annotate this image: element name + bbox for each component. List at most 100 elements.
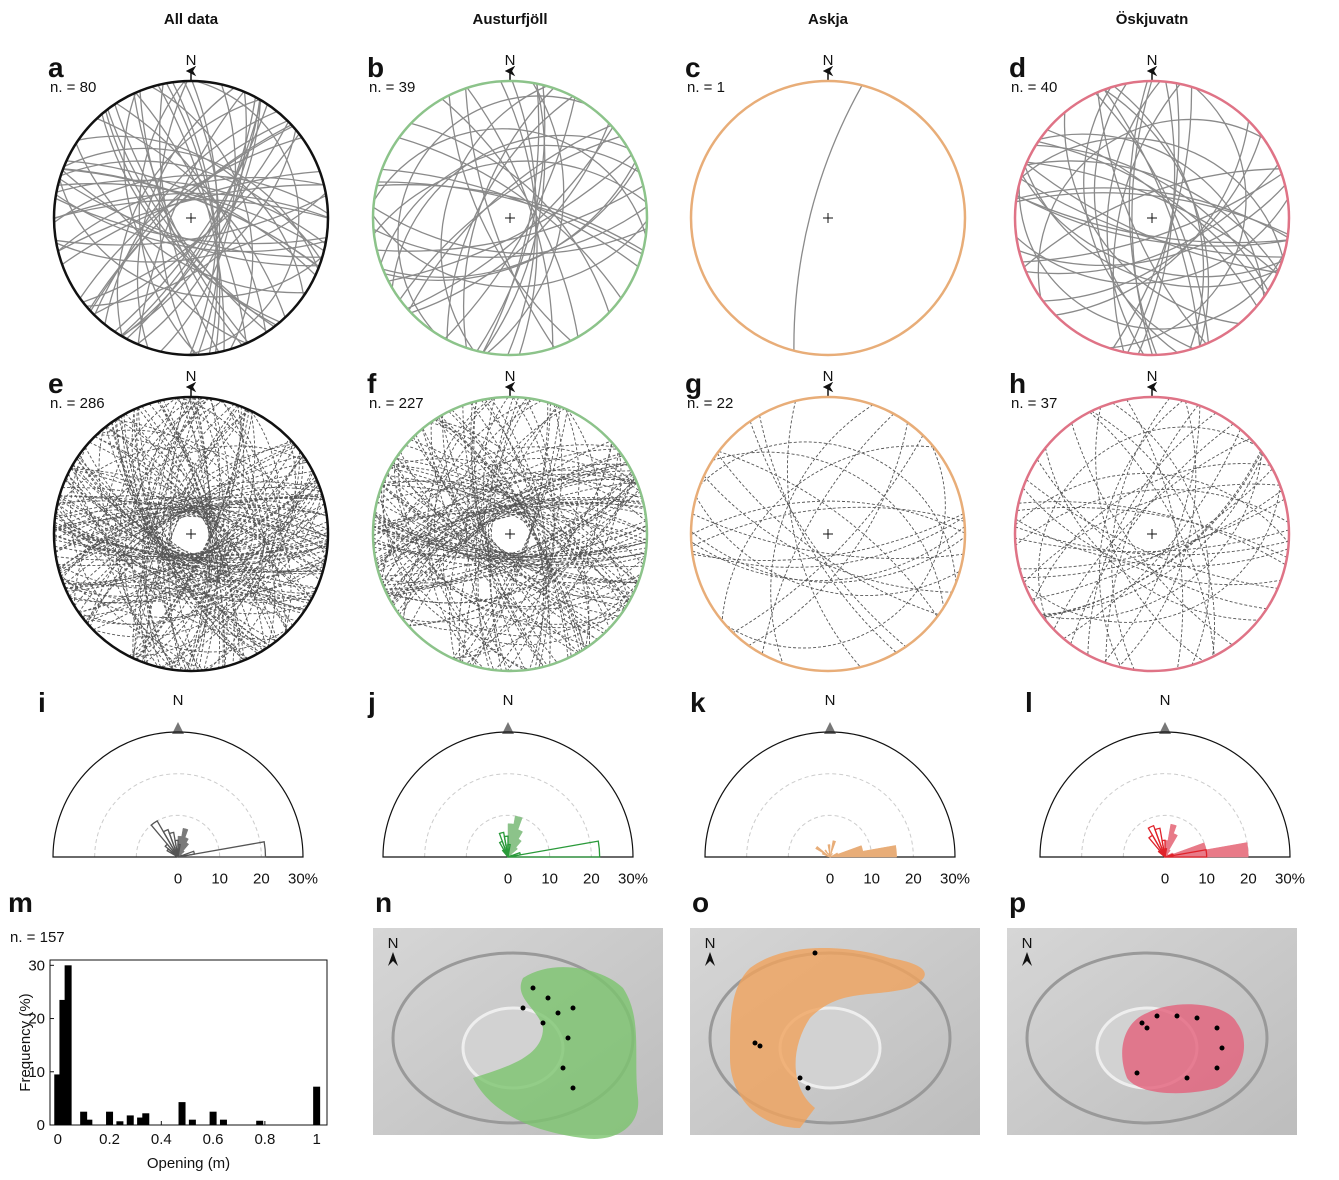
north-label: N bbox=[186, 368, 197, 385]
n-count: n. = 22 bbox=[687, 395, 733, 412]
site bbox=[798, 1076, 803, 1081]
north-label: N bbox=[825, 692, 836, 709]
rose-outline bbox=[705, 732, 955, 857]
center-cross bbox=[186, 529, 196, 539]
subtitle: n. = 157 bbox=[10, 929, 65, 946]
unit-outline bbox=[1122, 1004, 1244, 1093]
x-tick-label: 0.4 bbox=[151, 1131, 172, 1148]
site bbox=[1220, 1046, 1225, 1051]
bar bbox=[220, 1120, 227, 1125]
bar bbox=[85, 1120, 92, 1125]
site bbox=[1155, 1014, 1160, 1019]
n-count: n. = 80 bbox=[50, 79, 96, 96]
r-tick-label: 0 bbox=[174, 870, 182, 887]
n-count: n. = 40 bbox=[1011, 79, 1057, 96]
site bbox=[561, 1066, 566, 1071]
rose-petal bbox=[151, 821, 178, 857]
site bbox=[1215, 1066, 1220, 1071]
site bbox=[1195, 1016, 1200, 1021]
panel-letter: p bbox=[1009, 887, 1026, 918]
site bbox=[566, 1036, 571, 1041]
north-label: N bbox=[173, 692, 184, 709]
north-label: N bbox=[823, 368, 834, 385]
north-label: N bbox=[503, 692, 514, 709]
x-tick-label: 1 bbox=[312, 1131, 320, 1148]
r-tick-label: 10 bbox=[1198, 870, 1215, 887]
great-circle bbox=[1099, 401, 1183, 668]
bar bbox=[179, 1102, 186, 1125]
north-label: N bbox=[186, 52, 197, 69]
center-cross bbox=[1147, 213, 1157, 223]
center-cross bbox=[1147, 529, 1157, 539]
site bbox=[1175, 1014, 1180, 1019]
bar bbox=[65, 965, 72, 1125]
north-label: N bbox=[823, 52, 834, 69]
north-label: N bbox=[505, 52, 516, 69]
r-tick-label: 10 bbox=[863, 870, 880, 887]
site bbox=[1140, 1021, 1145, 1026]
r-tick-label: 20 bbox=[905, 870, 922, 887]
r-tick-label: 0 bbox=[826, 870, 834, 887]
r-tick-label: 30% bbox=[940, 870, 970, 887]
panel-letter: k bbox=[690, 687, 706, 718]
north-label: N bbox=[1147, 368, 1158, 385]
r-tick-label: 10 bbox=[541, 870, 558, 887]
rose-outline bbox=[1040, 732, 1290, 857]
column-title: All data bbox=[164, 11, 219, 28]
site bbox=[521, 1006, 526, 1011]
column-title: Austurfjöll bbox=[473, 11, 548, 28]
great-circle bbox=[144, 398, 209, 670]
x-tick-label: 0.6 bbox=[203, 1131, 224, 1148]
r-tick-label: 0 bbox=[504, 870, 512, 887]
x-tick-label: 0.8 bbox=[254, 1131, 275, 1148]
bar bbox=[189, 1120, 196, 1125]
center-cross bbox=[823, 213, 833, 223]
r-tick-label: 20 bbox=[583, 870, 600, 887]
rose-petal bbox=[178, 842, 266, 857]
r-tick-label: 30% bbox=[618, 870, 648, 887]
panel-letter: n bbox=[375, 887, 392, 918]
rose-petal bbox=[830, 845, 897, 857]
site bbox=[546, 996, 551, 1001]
x-tick-label: 0 bbox=[54, 1131, 62, 1148]
bar bbox=[256, 1121, 263, 1125]
center-cross bbox=[186, 213, 196, 223]
rose-petal bbox=[816, 846, 830, 857]
x-axis-label: Opening (m) bbox=[147, 1155, 230, 1172]
great-circle bbox=[1112, 398, 1170, 670]
r-tick-label: 30% bbox=[288, 870, 318, 887]
bar bbox=[127, 1115, 134, 1125]
site bbox=[1215, 1026, 1220, 1031]
n-count: n. = 1 bbox=[687, 79, 725, 96]
x-tick-label: 0.2 bbox=[99, 1131, 120, 1148]
site bbox=[1145, 1026, 1150, 1031]
site bbox=[1135, 1071, 1140, 1076]
bar bbox=[313, 1087, 320, 1125]
center-cross bbox=[505, 529, 515, 539]
bar bbox=[116, 1121, 123, 1125]
y-tick-label: 10 bbox=[28, 1064, 45, 1081]
north-label: N bbox=[705, 935, 716, 952]
r-tick-label: 10 bbox=[211, 870, 228, 887]
great-circle bbox=[692, 507, 965, 546]
site bbox=[813, 951, 818, 956]
figure: All dataAusturfjöllAskjaÖskjuvatnan. = 8… bbox=[0, 0, 1339, 1175]
r-tick-label: 20 bbox=[253, 870, 270, 887]
panel-letter: j bbox=[367, 687, 376, 718]
bar bbox=[210, 1112, 217, 1125]
site bbox=[556, 1011, 561, 1016]
site bbox=[531, 986, 536, 991]
n-count: n. = 37 bbox=[1011, 395, 1057, 412]
great-circle bbox=[56, 180, 325, 243]
y-tick-label: 20 bbox=[28, 1011, 45, 1028]
bar bbox=[106, 1112, 113, 1125]
r-tick-label: 30% bbox=[1275, 870, 1305, 887]
great-circle bbox=[1113, 84, 1180, 352]
great-circle bbox=[725, 443, 945, 648]
north-label: N bbox=[1160, 692, 1171, 709]
panel-letter: i bbox=[38, 687, 46, 718]
panel-letter: o bbox=[692, 887, 709, 918]
site bbox=[1185, 1076, 1190, 1081]
bar bbox=[142, 1113, 149, 1125]
site bbox=[571, 1086, 576, 1091]
